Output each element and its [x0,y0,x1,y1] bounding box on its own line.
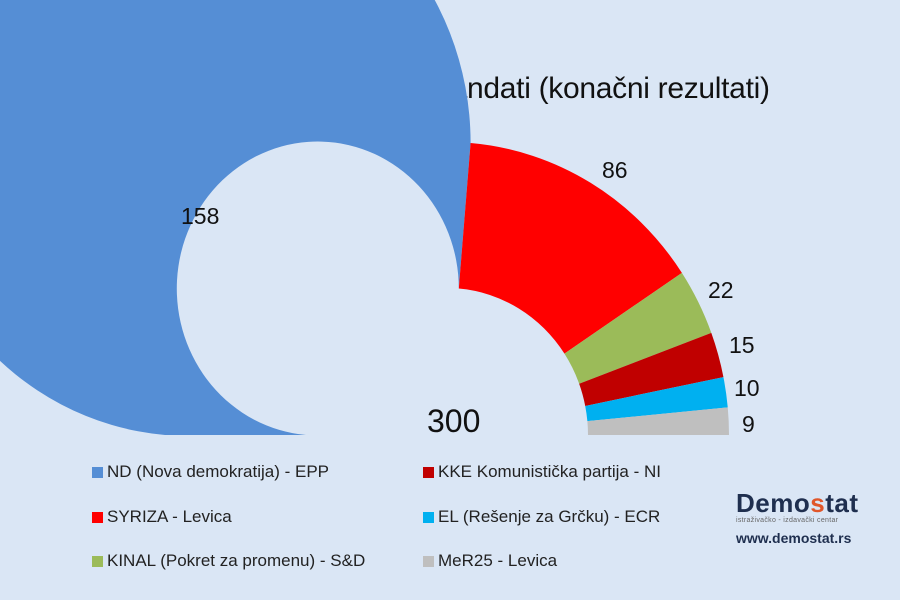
legend-swatch [423,555,434,567]
value-label-kke: 15 [729,332,755,358]
value-label-mera25: 9 [742,411,755,437]
legend-item-kinal: KINAL (Pokret za promenu) - S&D [92,551,365,571]
legend-swatch [423,466,434,478]
legend-swatch [92,511,103,523]
chart-segment [585,377,728,422]
legend-item-mera25: MeR25 - Levica [423,551,557,571]
website-link[interactable]: www.demostat.rs [736,530,852,546]
legend-item-kke: KKE Komunistička partija - NI [423,462,661,482]
legend-item-el: EL (Rešenje za Grčku) - ECR [423,507,660,527]
legend-swatch [92,555,103,567]
chart-segment [587,407,729,435]
logo-tagline: istraživačko - izdavački centar [736,517,839,524]
chart-segment [0,0,471,435]
chart-segment [579,332,724,406]
chart-segment [564,272,712,384]
value-label-nd: 158 [181,203,220,229]
demostat-logo: Demostat istraživačko - izdavački centar… [736,488,859,546]
legend-swatch [423,511,434,523]
legend-item-nd: ND (Nova demokratija) - EPP [92,462,329,482]
value-label-syriza: 86 [602,157,628,183]
value-label-el: 10 [734,375,760,401]
total-seats: 300 [427,403,481,439]
legend-item-syriza: SYRIZA - Levica [92,507,232,527]
legend-swatch [92,466,103,478]
value-label-kinal: 22 [708,277,734,303]
chart-segment [458,143,682,354]
